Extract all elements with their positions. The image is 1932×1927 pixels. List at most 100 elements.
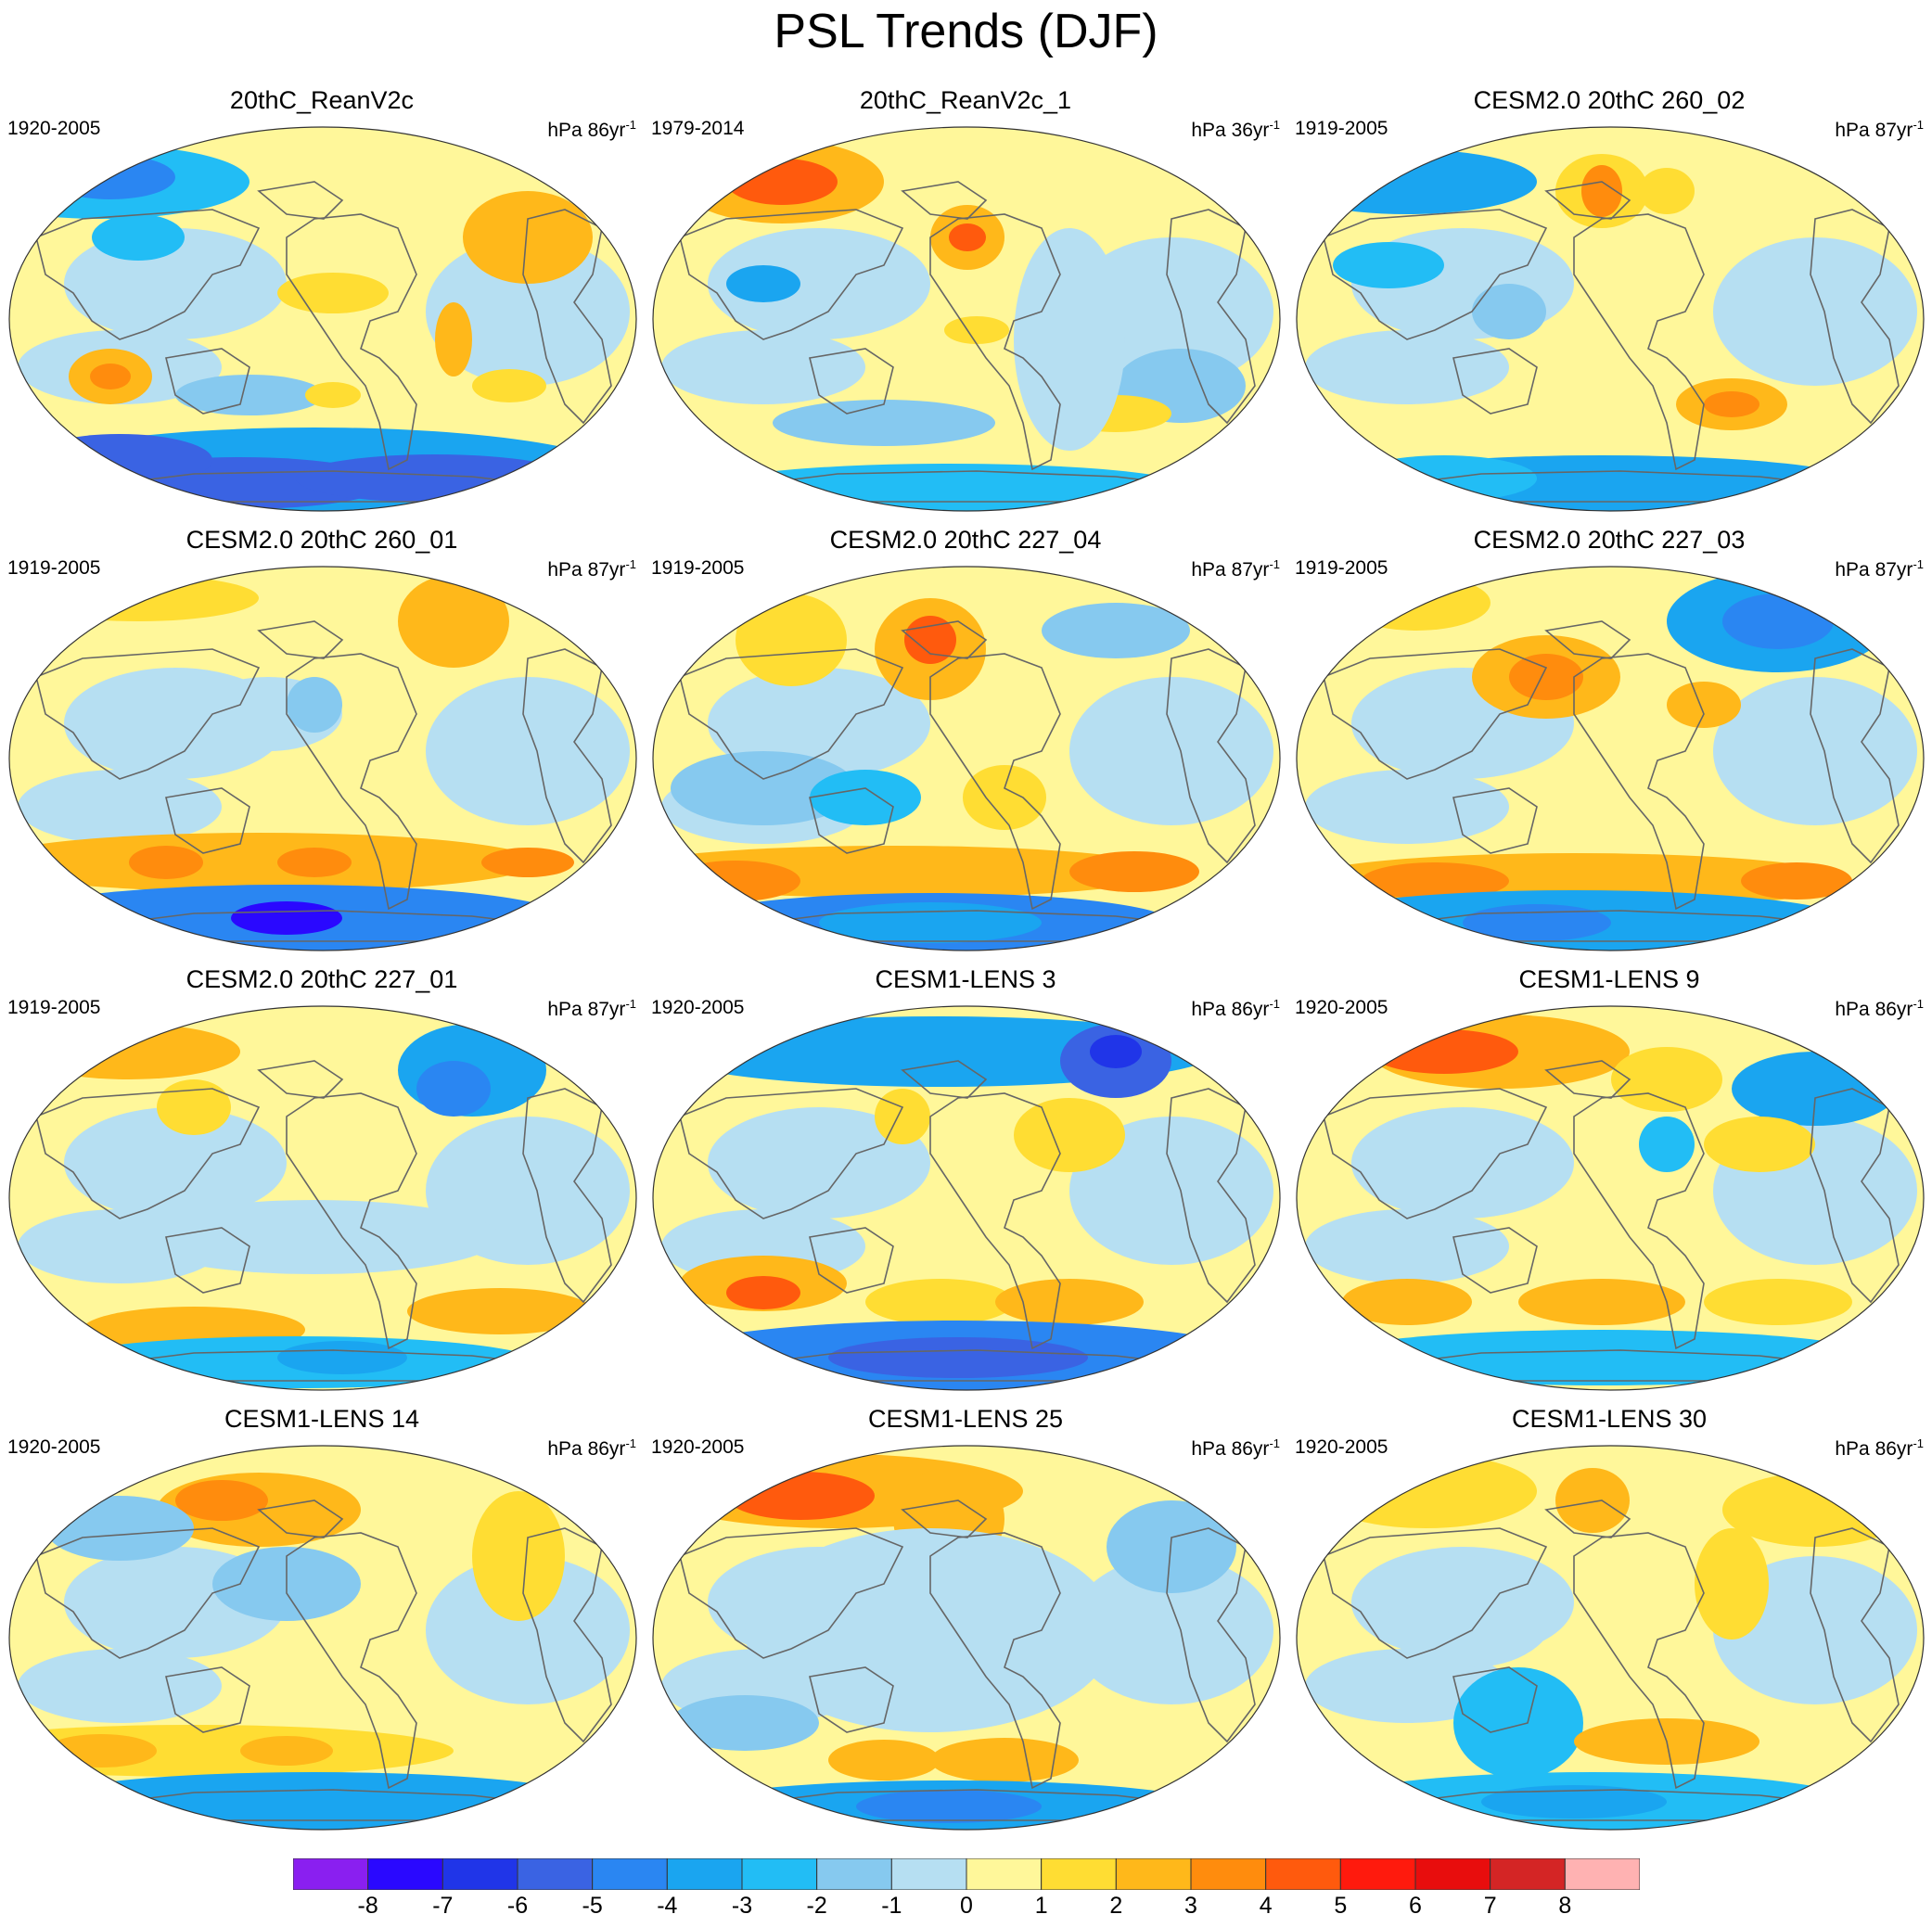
panel-period: 1979-2014 [651, 118, 745, 139]
contour-region [277, 848, 352, 877]
panel-units: hPa 86yr-1 [547, 118, 636, 141]
contour-region [1361, 862, 1509, 900]
coastline [1573, 1532, 1705, 1790]
contour-region [671, 1695, 819, 1751]
contour-region [828, 1740, 940, 1780]
colorbar-box [517, 1858, 594, 1890]
contour-region [1305, 770, 1509, 844]
contour-region [1713, 677, 1917, 825]
colorbar-box [966, 1858, 1043, 1890]
colorbar-tick-label: -8 [357, 1893, 378, 1919]
contour-region [1069, 851, 1199, 892]
contour-region [435, 302, 472, 376]
contour-region [949, 223, 986, 251]
contour-region [1370, 1029, 1518, 1074]
coastline [165, 1666, 250, 1733]
contour-region [1069, 677, 1273, 825]
coastline [165, 1227, 250, 1294]
contour-region [277, 273, 389, 313]
coastline [809, 348, 894, 415]
contour-region [426, 237, 630, 386]
map-panel: CESM2.0 20thC 227_04 1919-2005 hPa 87yr-… [644, 525, 1287, 963]
map-border [1296, 126, 1925, 512]
contour-region [277, 1341, 407, 1374]
coastline [1544, 1499, 1631, 1538]
map-border [8, 1005, 637, 1391]
colorbar-box [367, 1858, 443, 1890]
colorbar-box [1115, 1858, 1192, 1890]
panel-title: CESM1-LENS 9 [1518, 965, 1700, 993]
contour-region [1472, 284, 1546, 339]
map-panel: CESM2.0 20thC 227_03 1919-2005 hPa 87yr-… [1287, 525, 1931, 963]
panel-title: 20thC_ReanV2c_1 [859, 86, 1072, 114]
trend-map [1296, 126, 1925, 512]
panel-title: CESM2.0 20thC 227_01 [186, 965, 458, 993]
map-border [8, 126, 637, 512]
contour-region [90, 364, 131, 389]
coastline [257, 1499, 344, 1538]
contour-region [1305, 330, 1509, 404]
panel-title: CESM1-LENS 14 [224, 1405, 420, 1433]
colorbar-tick-label: 6 [1409, 1893, 1422, 1919]
contour-region [1704, 1279, 1852, 1325]
contour-region [231, 901, 342, 935]
coastline [1323, 648, 1548, 780]
coastline [1544, 1060, 1631, 1099]
panel-period: 1919-2005 [1295, 557, 1388, 579]
coastline [1452, 348, 1538, 415]
coastline [257, 181, 344, 220]
coastline [257, 1060, 344, 1099]
contour-region [1014, 1098, 1125, 1172]
panel-units: hPa 86yr-1 [1835, 1436, 1924, 1460]
panel-title: 20thC_ReanV2c [229, 86, 415, 114]
contour-region [995, 1279, 1144, 1325]
contour-region [175, 1480, 268, 1521]
contour-region [726, 265, 800, 302]
contour-region [963, 765, 1046, 830]
coastline [165, 787, 250, 854]
colorbar-tick-label: -4 [657, 1893, 678, 1919]
contour-region [175, 375, 324, 415]
contour-region [726, 1276, 800, 1309]
panel-title: CESM1-LENS 3 [875, 965, 1056, 993]
contour-region [930, 1738, 1079, 1782]
contour-region [1481, 1785, 1667, 1819]
contour-region [27, 434, 212, 486]
contour-region [18, 1024, 240, 1079]
contour-region [1639, 1117, 1695, 1172]
colorbar-box [1265, 1858, 1341, 1890]
coastline [35, 648, 261, 780]
contour-region [9, 833, 537, 892]
map-panel: CESM1-LENS 3 1920-2005 hPa 86yr-1 [644, 964, 1287, 1402]
coastline [679, 209, 904, 340]
contour-region [287, 677, 342, 733]
colorbar [293, 1858, 1640, 1890]
coastline [809, 1227, 894, 1294]
panel-period: 1920-2005 [1295, 1436, 1388, 1458]
panel-title: CESM2.0 20thC 227_04 [829, 526, 1102, 554]
contour-region [1555, 1468, 1630, 1533]
map-panel: CESM2.0 20thC 227_01 1919-2005 hPa 87yr-… [0, 964, 644, 1402]
coastline [679, 648, 904, 780]
trend-map [652, 1445, 1281, 1831]
trend-map [8, 126, 637, 512]
coastline [929, 213, 1061, 471]
contour-region [726, 1472, 875, 1520]
colorbar-tick-label: -3 [731, 1893, 753, 1919]
panel-units: hPa 87yr-1 [547, 997, 636, 1020]
contour-region [1297, 149, 1537, 214]
colorbar-tick-label: 1 [1034, 1893, 1048, 1919]
panel-period: 1920-2005 [651, 1436, 745, 1458]
panel-units: hPa 87yr-1 [1191, 557, 1280, 581]
coastline [929, 653, 1061, 911]
coastline [1544, 620, 1631, 659]
colorbar-tick-label: 8 [1558, 1893, 1572, 1919]
trend-map [1296, 566, 1925, 951]
contour-region [398, 575, 509, 668]
panel-period: 1919-2005 [7, 557, 101, 579]
contour-region [472, 369, 546, 402]
coastline [1323, 1088, 1548, 1219]
contour-region [1639, 168, 1695, 214]
coastline [286, 653, 417, 911]
contour-region [1314, 1454, 1537, 1528]
